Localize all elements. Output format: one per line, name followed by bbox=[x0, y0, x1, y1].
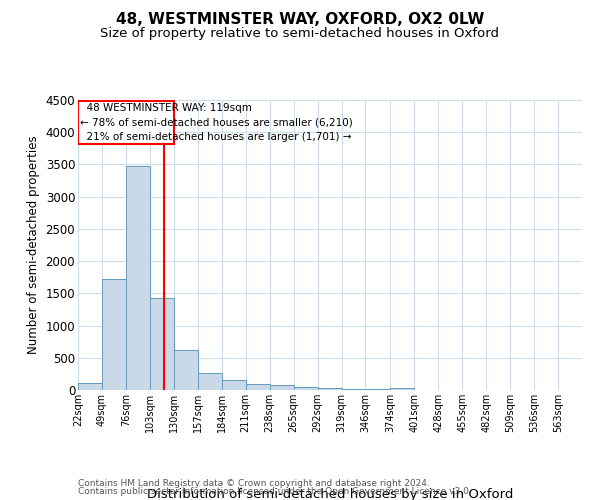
Text: Contains HM Land Registry data © Crown copyright and database right 2024.: Contains HM Land Registry data © Crown c… bbox=[78, 478, 430, 488]
Bar bbox=[102, 279, 126, 390]
FancyBboxPatch shape bbox=[78, 102, 174, 144]
Bar bbox=[391, 388, 414, 390]
Text: 48 WESTMINSTER WAY: 119sqm
← 78% of semi-detached houses are smaller (6,210)
  2: 48 WESTMINSTER WAY: 119sqm ← 78% of semi… bbox=[80, 103, 353, 142]
Bar bbox=[78, 383, 102, 390]
Bar bbox=[341, 388, 365, 390]
Bar bbox=[174, 350, 198, 390]
Text: Size of property relative to semi-detached houses in Oxford: Size of property relative to semi-detach… bbox=[101, 28, 499, 40]
X-axis label: Distribution of semi-detached houses by size in Oxford: Distribution of semi-detached houses by … bbox=[147, 488, 513, 500]
Bar bbox=[246, 384, 269, 390]
Text: 48, WESTMINSTER WAY, OXFORD, OX2 0LW: 48, WESTMINSTER WAY, OXFORD, OX2 0LW bbox=[116, 12, 484, 28]
Bar bbox=[365, 389, 391, 390]
Text: Contains public sector information licensed under the Open Government Licence v3: Contains public sector information licen… bbox=[78, 487, 472, 496]
Bar bbox=[198, 373, 222, 390]
Bar bbox=[293, 387, 317, 390]
Y-axis label: Number of semi-detached properties: Number of semi-detached properties bbox=[27, 136, 40, 354]
Bar bbox=[269, 386, 293, 390]
Bar bbox=[222, 380, 246, 390]
Bar bbox=[126, 166, 150, 390]
Bar bbox=[150, 298, 174, 390]
Bar bbox=[317, 388, 341, 390]
